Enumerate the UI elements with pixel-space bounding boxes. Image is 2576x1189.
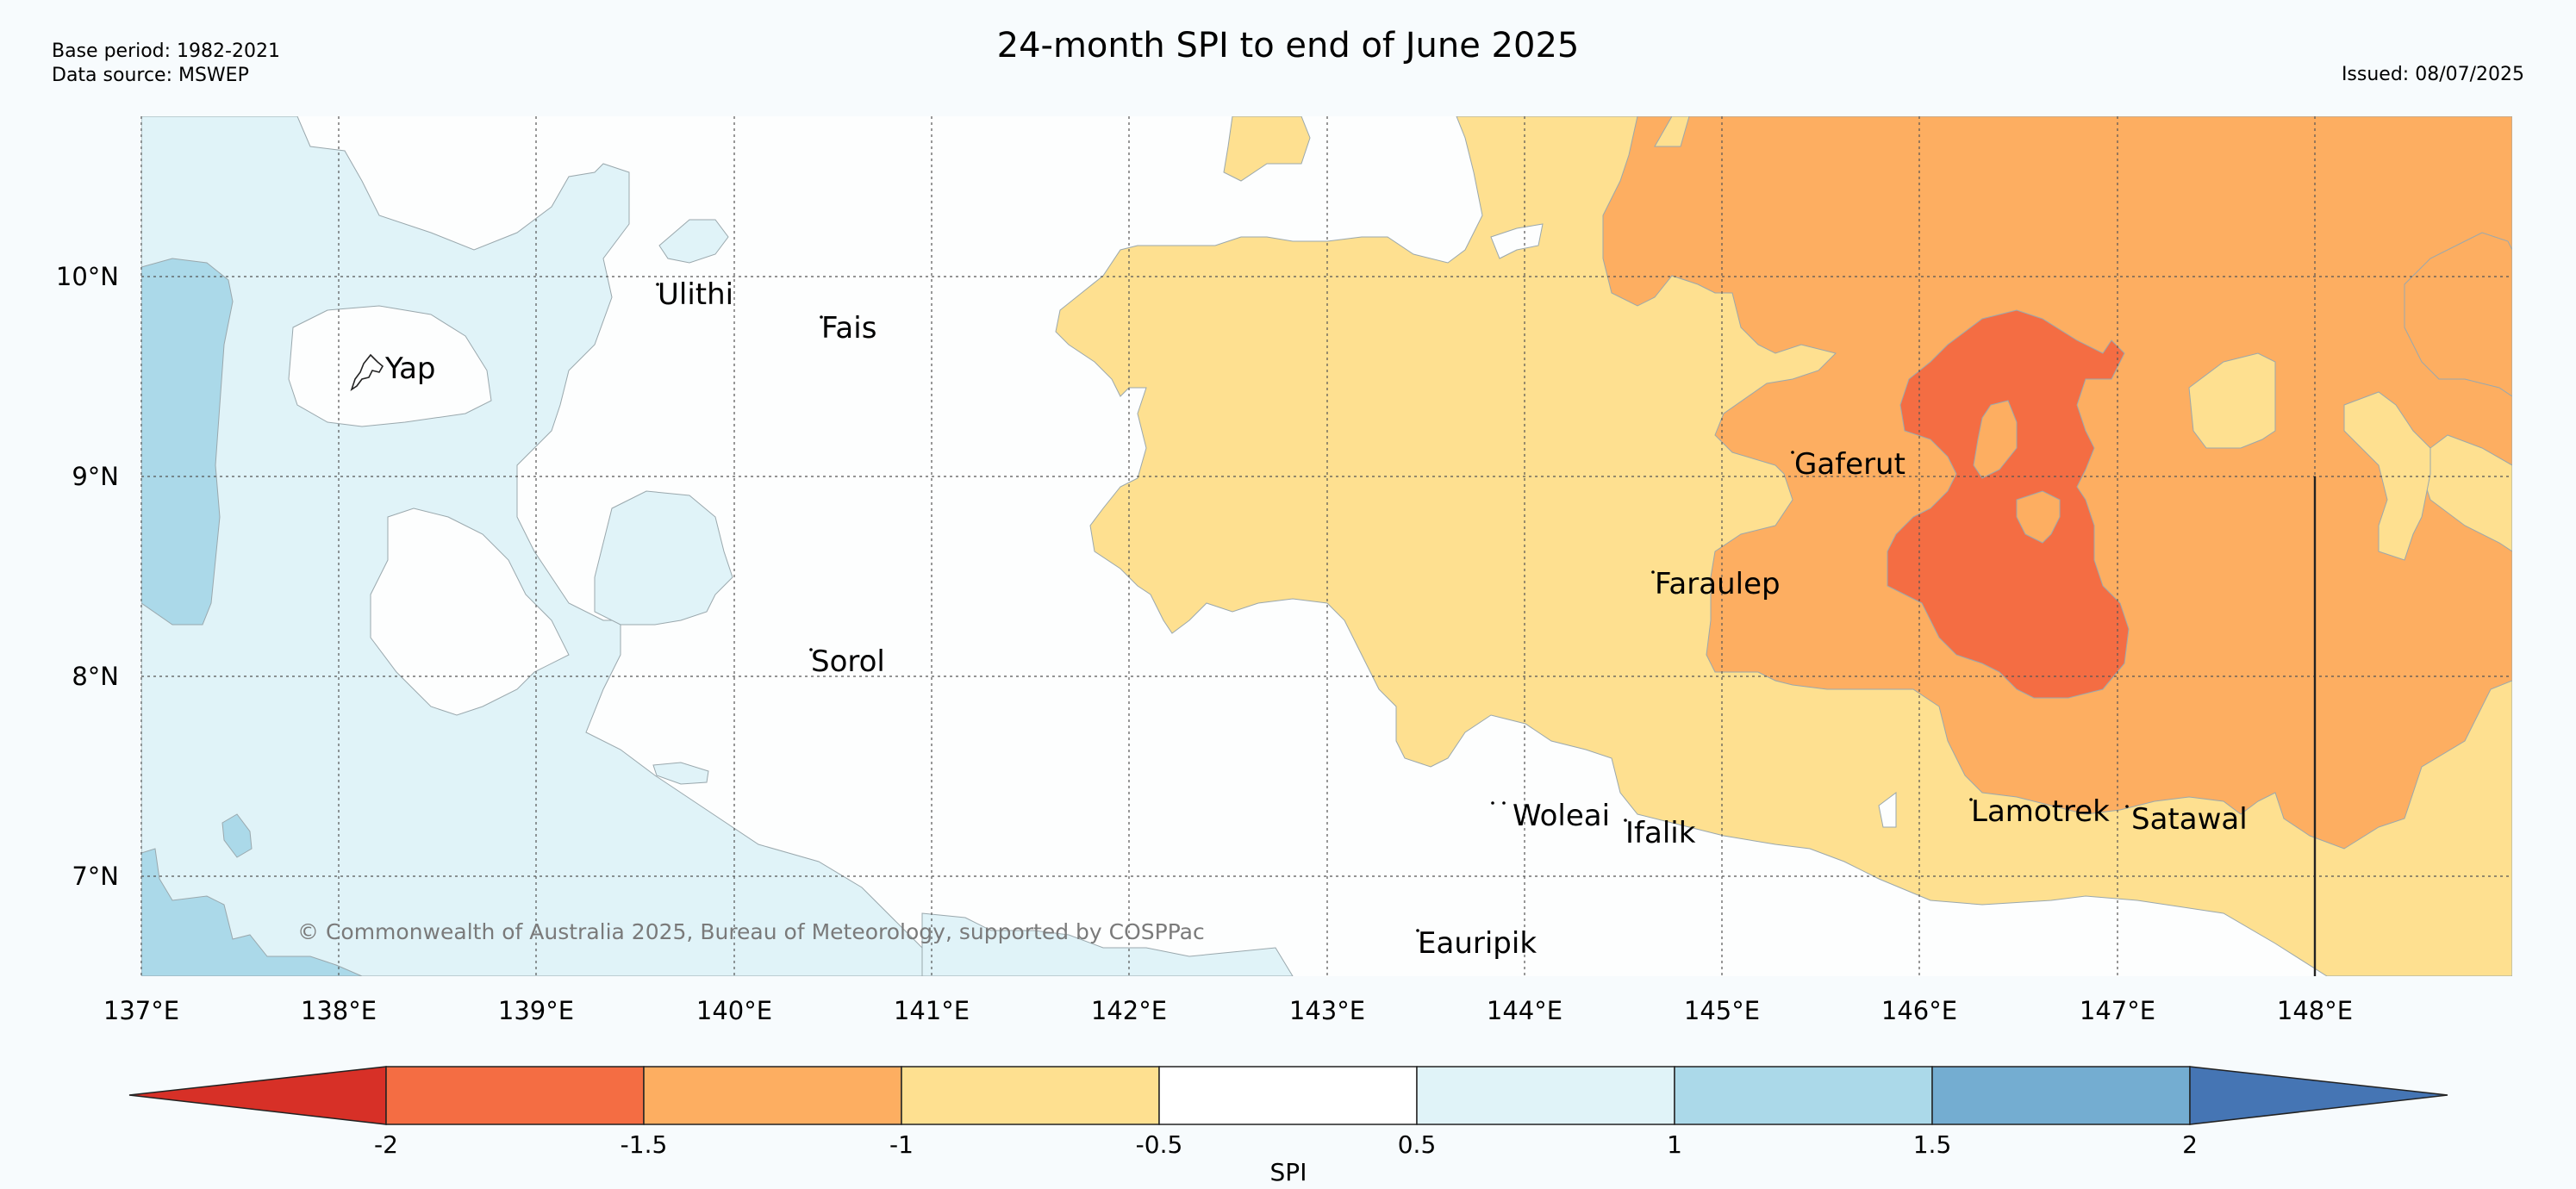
lat-label-9: 9°N: [72, 462, 119, 491]
place-label-faraulep: Faraulep: [1655, 567, 1781, 601]
spi-region-wet-west-strong: [141, 258, 234, 626]
spi-region-wet-sw: [141, 848, 363, 976]
colorbar-tick: -1.5: [621, 1130, 668, 1159]
colorbar-bin-minus1-5: [643, 1066, 902, 1125]
spi-region-dry-severe: [1887, 309, 2130, 699]
colorbar-tick: 1.5: [1913, 1130, 1952, 1159]
place-label-sorol: Sorol: [811, 644, 885, 679]
colorbar-tick: -0.5: [1136, 1130, 1183, 1159]
spi-region-dry-north-islet: [1223, 116, 1311, 182]
colorbar-extend-wet: [2189, 1066, 2448, 1125]
spi-region-normal-yap: [288, 305, 492, 427]
metadata-block: Base period: 1982-2021 Data source: MSWE…: [52, 40, 280, 88]
place-label-fais: Fais: [821, 311, 876, 345]
spi-region-normal-hole-2: [1878, 792, 1897, 828]
colorbar-label: SPI: [1270, 1158, 1307, 1186]
spi-region-wet-islet: [221, 813, 253, 858]
lon-label-138: 138°E: [301, 996, 377, 1025]
lon-label-148: 148°E: [2277, 996, 2353, 1025]
copyright-notice: © Commonwealth of Australia 2025, Bureau…: [297, 919, 1205, 944]
colorbar-extend-dry: [128, 1066, 387, 1125]
place-label-ifalik: Ifalik: [1625, 816, 1696, 850]
lon-label-145: 145°E: [1684, 996, 1760, 1025]
place-label-ulithi: Ulithi: [658, 277, 733, 312]
data-source: Data source: MSWEP: [52, 65, 249, 86]
colorbar-bin-minus2: [385, 1066, 645, 1125]
spi-region-dry-hole-c: [1654, 116, 1690, 147]
lon-label-137: 137°E: [103, 996, 179, 1025]
lon-label-139: 139°E: [498, 996, 574, 1025]
colorbar-tick: -1: [889, 1130, 914, 1159]
colorbar-bin-0-5: [1416, 1066, 1675, 1125]
lat-label-10: 10°N: [56, 262, 119, 291]
spi-region-dry-hole-e: [2016, 490, 2061, 544]
colorbar-bin-1: [1674, 1066, 1933, 1125]
lon-label-143: 143°E: [1289, 996, 1365, 1025]
lat-label-8: 8°N: [72, 662, 119, 691]
map-title: 24-month SPI to end of June 2025: [996, 26, 1580, 65]
spi-region-dry-moderate-east: [2404, 232, 2512, 397]
lon-label-147: 147°E: [2080, 996, 2155, 1025]
place-label-eauripik: Eauripik: [1418, 926, 1537, 961]
issued-date: Issued: 08/07/2025: [2341, 64, 2524, 85]
spi-region-wet-center: [594, 490, 733, 626]
colorbar-tick: 2: [2182, 1130, 2198, 1159]
yap-island-outline: [350, 353, 384, 391]
lat-label-7: 7°N: [72, 862, 119, 891]
place-label-lamotrek: Lamotrek: [1971, 794, 2110, 829]
base-period: Base period: 1982-2021: [52, 40, 280, 62]
spi-region-wet-north-blob: [658, 219, 729, 264]
spi-region-dry-hole-d: [1973, 400, 2018, 479]
spi-region-normal-hole-1: [1490, 223, 1544, 259]
lon-label-140: 140°E: [696, 996, 772, 1025]
place-label-yap: Yap: [384, 352, 436, 386]
spi-region-normal-center-west: [370, 507, 570, 716]
spi-region-wet-south: [921, 912, 1294, 976]
lon-label-146: 146°E: [1881, 996, 1957, 1025]
place-label-satawal: Satawal: [2131, 802, 2248, 837]
colorbar-tick: 1: [1667, 1130, 1682, 1159]
colorbar-tick: 0.5: [1398, 1130, 1437, 1159]
lon-label-141: 141°E: [894, 996, 970, 1025]
colorbar-bin-normal: [1158, 1066, 1418, 1125]
spi-region-dry-hole-a: [2188, 352, 2276, 449]
place-label-gaferut: Gaferut: [1794, 447, 1905, 482]
colorbar-tick: -2: [374, 1130, 398, 1159]
lon-label-144: 144°E: [1487, 996, 1562, 1025]
colorbar-bin-minus1: [901, 1066, 1160, 1125]
colorbar-bin-1-5: [1931, 1066, 2191, 1125]
lon-label-142: 142°E: [1091, 996, 1167, 1025]
spi-region-wet-small: [652, 762, 709, 785]
place-label-woleai: Woleai: [1513, 799, 1610, 833]
